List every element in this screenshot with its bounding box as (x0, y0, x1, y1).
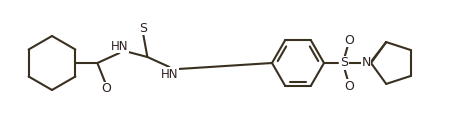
Text: S: S (139, 21, 147, 35)
Text: O: O (344, 80, 354, 92)
Text: O: O (101, 83, 111, 96)
Text: S: S (340, 57, 348, 69)
Text: HN: HN (110, 39, 128, 52)
Text: O: O (344, 34, 354, 46)
Text: HN: HN (160, 67, 178, 81)
Text: N: N (361, 57, 371, 69)
